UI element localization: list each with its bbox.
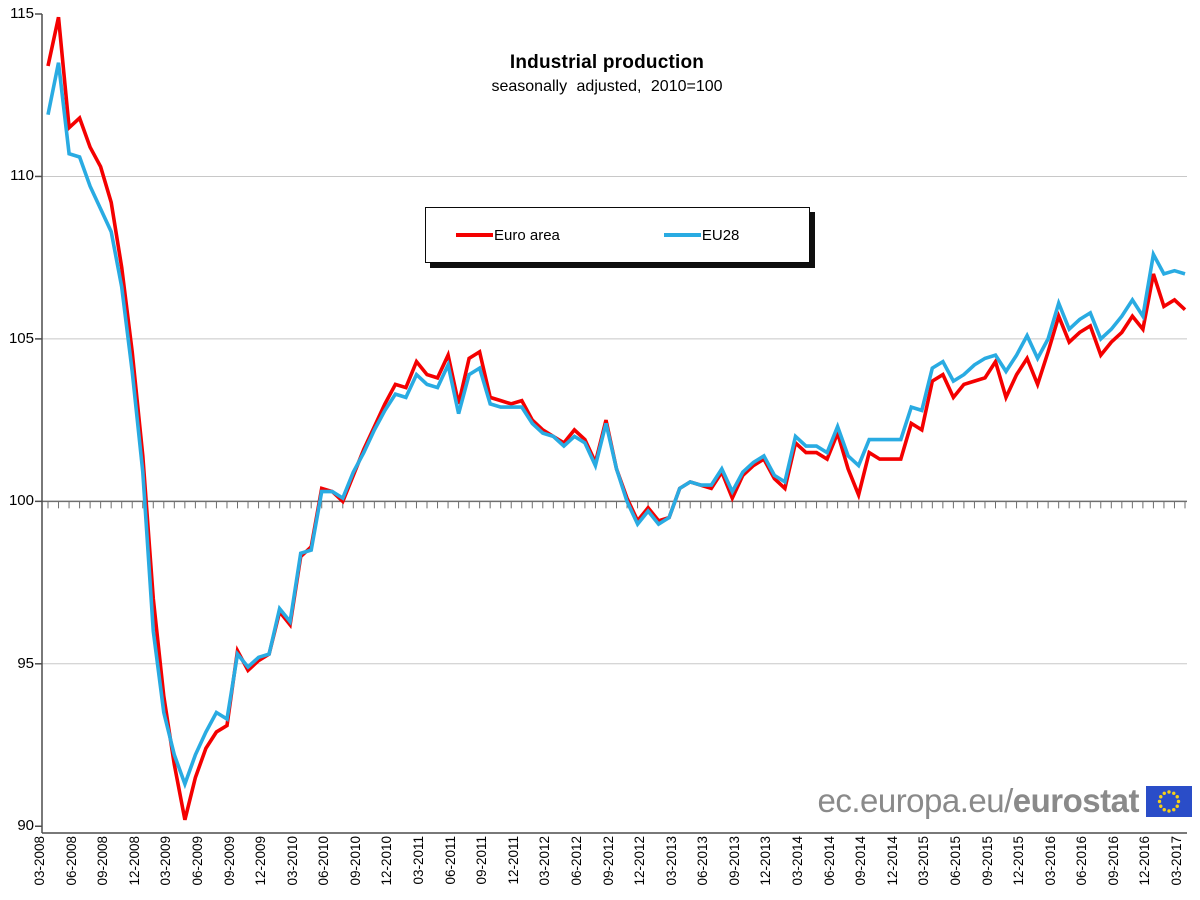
x-tick-label-09-2013: 09-2013 <box>726 836 742 886</box>
x-tick-label-12-2009: 12-2009 <box>253 836 269 886</box>
x-tick-label-03-2015: 03-2015 <box>916 836 932 886</box>
eu-flag-star <box>1167 789 1171 794</box>
eu-flag-star <box>1159 804 1163 808</box>
y-tick-label-90: 90 <box>17 817 34 835</box>
chart-title: Industrial production <box>509 52 705 73</box>
eu28-line-swatch <box>663 233 701 237</box>
logo-url-regular: ec.europa.eu/ <box>817 782 1013 819</box>
eu-flag-star <box>1175 794 1179 798</box>
x-tick-label-06-2009: 06-2009 <box>189 836 205 886</box>
chart-subtitle: seasonally adjusted, 2010=100 <box>491 78 723 95</box>
x-tick-label-03-2011: 03-2011 <box>411 836 426 885</box>
legend-item-eu28: EU28 <box>663 226 740 244</box>
x-tick-label-03-2012: 03-2012 <box>537 836 553 886</box>
y-tick-label-100: 100 <box>8 492 34 510</box>
x-tick-label-12-2011: 12-2011 <box>505 836 521 885</box>
x-tick-label-03-2014: 03-2014 <box>790 836 805 886</box>
x-tick-label-06-2012: 06-2012 <box>568 836 584 886</box>
x-tick-label-03-2010: 03-2010 <box>284 836 300 886</box>
eu-flag-star <box>1157 799 1162 803</box>
x-tick-label-09-2009: 09-2009 <box>221 836 237 886</box>
x-tick-label-03-2016: 03-2016 <box>1042 836 1058 886</box>
x-tick-label-06-2013: 06-2013 <box>695 836 711 886</box>
x-tick-label-12-2013: 12-2013 <box>758 836 774 886</box>
legend-label-eu28: EU28 <box>701 226 740 244</box>
eu-flag-star <box>1175 804 1179 808</box>
x-tick-label-03-2009: 03-2009 <box>158 836 174 886</box>
eu28-line <box>46 62 1186 790</box>
x-tick-label-12-2015: 12-2015 <box>1011 836 1027 886</box>
x-tick-label-03-2017: 03-2017 <box>1169 836 1184 886</box>
x-tick-label-06-2010: 06-2010 <box>316 836 332 886</box>
eu-flag-stars <box>1146 785 1192 817</box>
eu-flag-star <box>1162 791 1166 795</box>
euro-area-line-swatch <box>456 233 493 237</box>
x-tick-label-09-2014: 09-2014 <box>853 836 869 886</box>
y-tick-label-105: 105 <box>8 329 34 347</box>
x-tick-label-09-2016: 09-2016 <box>1105 836 1121 886</box>
eurostat-logo-text: ec.europa.eu/eurostat <box>817 782 1139 820</box>
x-tick-label-09-2015: 09-2015 <box>979 836 995 886</box>
x-tick-label-03-2008: 03-2008 <box>32 836 47 886</box>
x-tick-label-06-2015: 06-2015 <box>947 836 963 886</box>
eu-flag-star <box>1167 808 1171 813</box>
x-tick-label-12-2014: 12-2014 <box>884 836 900 886</box>
x-tick-label-12-2016: 12-2016 <box>1137 836 1153 886</box>
eu-flag-icon <box>1146 785 1192 817</box>
x-tick-label-12-2010: 12-2010 <box>379 836 395 886</box>
eu-flag-star <box>1172 791 1176 795</box>
eu-flag-star <box>1159 794 1163 798</box>
x-tick-label-03-2013: 03-2013 <box>663 836 679 886</box>
x-tick-label-06-2008: 06-2008 <box>63 836 79 886</box>
eurostat-logo: ec.europa.eu/eurostat <box>817 782 1192 820</box>
x-tick-label-06-2011: 06-2011 <box>442 836 458 885</box>
eu-flag-star <box>1176 799 1181 803</box>
legend-item-euro-area: Euro area <box>456 227 560 244</box>
x-tick-label-09-2010: 09-2010 <box>347 836 363 886</box>
y-tick-label-110: 110 <box>10 167 34 185</box>
legend-label-euro-area: Euro area <box>494 226 560 244</box>
x-tick-label-09-2008: 09-2008 <box>95 836 111 886</box>
eu-flag-star <box>1172 807 1176 811</box>
x-tick-label-06-2014: 06-2014 <box>821 836 837 886</box>
x-tick-label-09-2012: 09-2012 <box>600 836 616 886</box>
logo-url-bold: eurostat <box>1012 782 1140 819</box>
eu-flag-star <box>1162 807 1166 811</box>
x-tick-label-12-2008: 12-2008 <box>126 836 142 886</box>
x-tick-label-12-2012: 12-2012 <box>632 836 648 886</box>
chart-title-block: Industrial production seasonally adjuste… <box>0 52 1200 96</box>
x-tick-label-09-2011: 09-2011 <box>474 836 490 885</box>
x-tick-label-06-2016: 06-2016 <box>1074 836 1090 886</box>
legend-box: Euro area EU28 <box>425 207 810 263</box>
y-tick-label-95: 95 <box>17 654 34 672</box>
euro-area-line <box>46 16 1187 821</box>
y-tick-label-115: 115 <box>10 5 34 22</box>
